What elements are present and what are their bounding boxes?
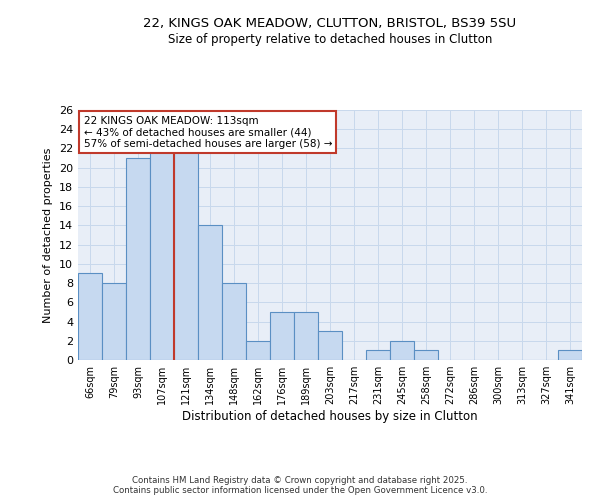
Bar [198,226,222,360]
Bar [174,148,198,360]
Bar [78,274,102,360]
Bar [102,283,126,360]
Bar [366,350,390,360]
Y-axis label: Number of detached properties: Number of detached properties [43,148,53,322]
Bar [126,158,150,360]
Bar [294,312,318,360]
Bar [150,148,174,360]
X-axis label: Distribution of detached houses by size in Clutton: Distribution of detached houses by size … [182,410,478,423]
Text: Size of property relative to detached houses in Clutton: Size of property relative to detached ho… [168,32,492,46]
Text: 22 KINGS OAK MEADOW: 113sqm
← 43% of detached houses are smaller (44)
57% of sem: 22 KINGS OAK MEADOW: 113sqm ← 43% of det… [83,116,332,149]
Bar [414,350,438,360]
Bar [270,312,294,360]
Text: Contains HM Land Registry data © Crown copyright and database right 2025.
Contai: Contains HM Land Registry data © Crown c… [113,476,487,495]
Bar [390,341,414,360]
Bar [318,331,342,360]
Bar [558,350,582,360]
Bar [222,283,246,360]
Bar [246,341,270,360]
Text: 22, KINGS OAK MEADOW, CLUTTON, BRISTOL, BS39 5SU: 22, KINGS OAK MEADOW, CLUTTON, BRISTOL, … [143,18,517,30]
